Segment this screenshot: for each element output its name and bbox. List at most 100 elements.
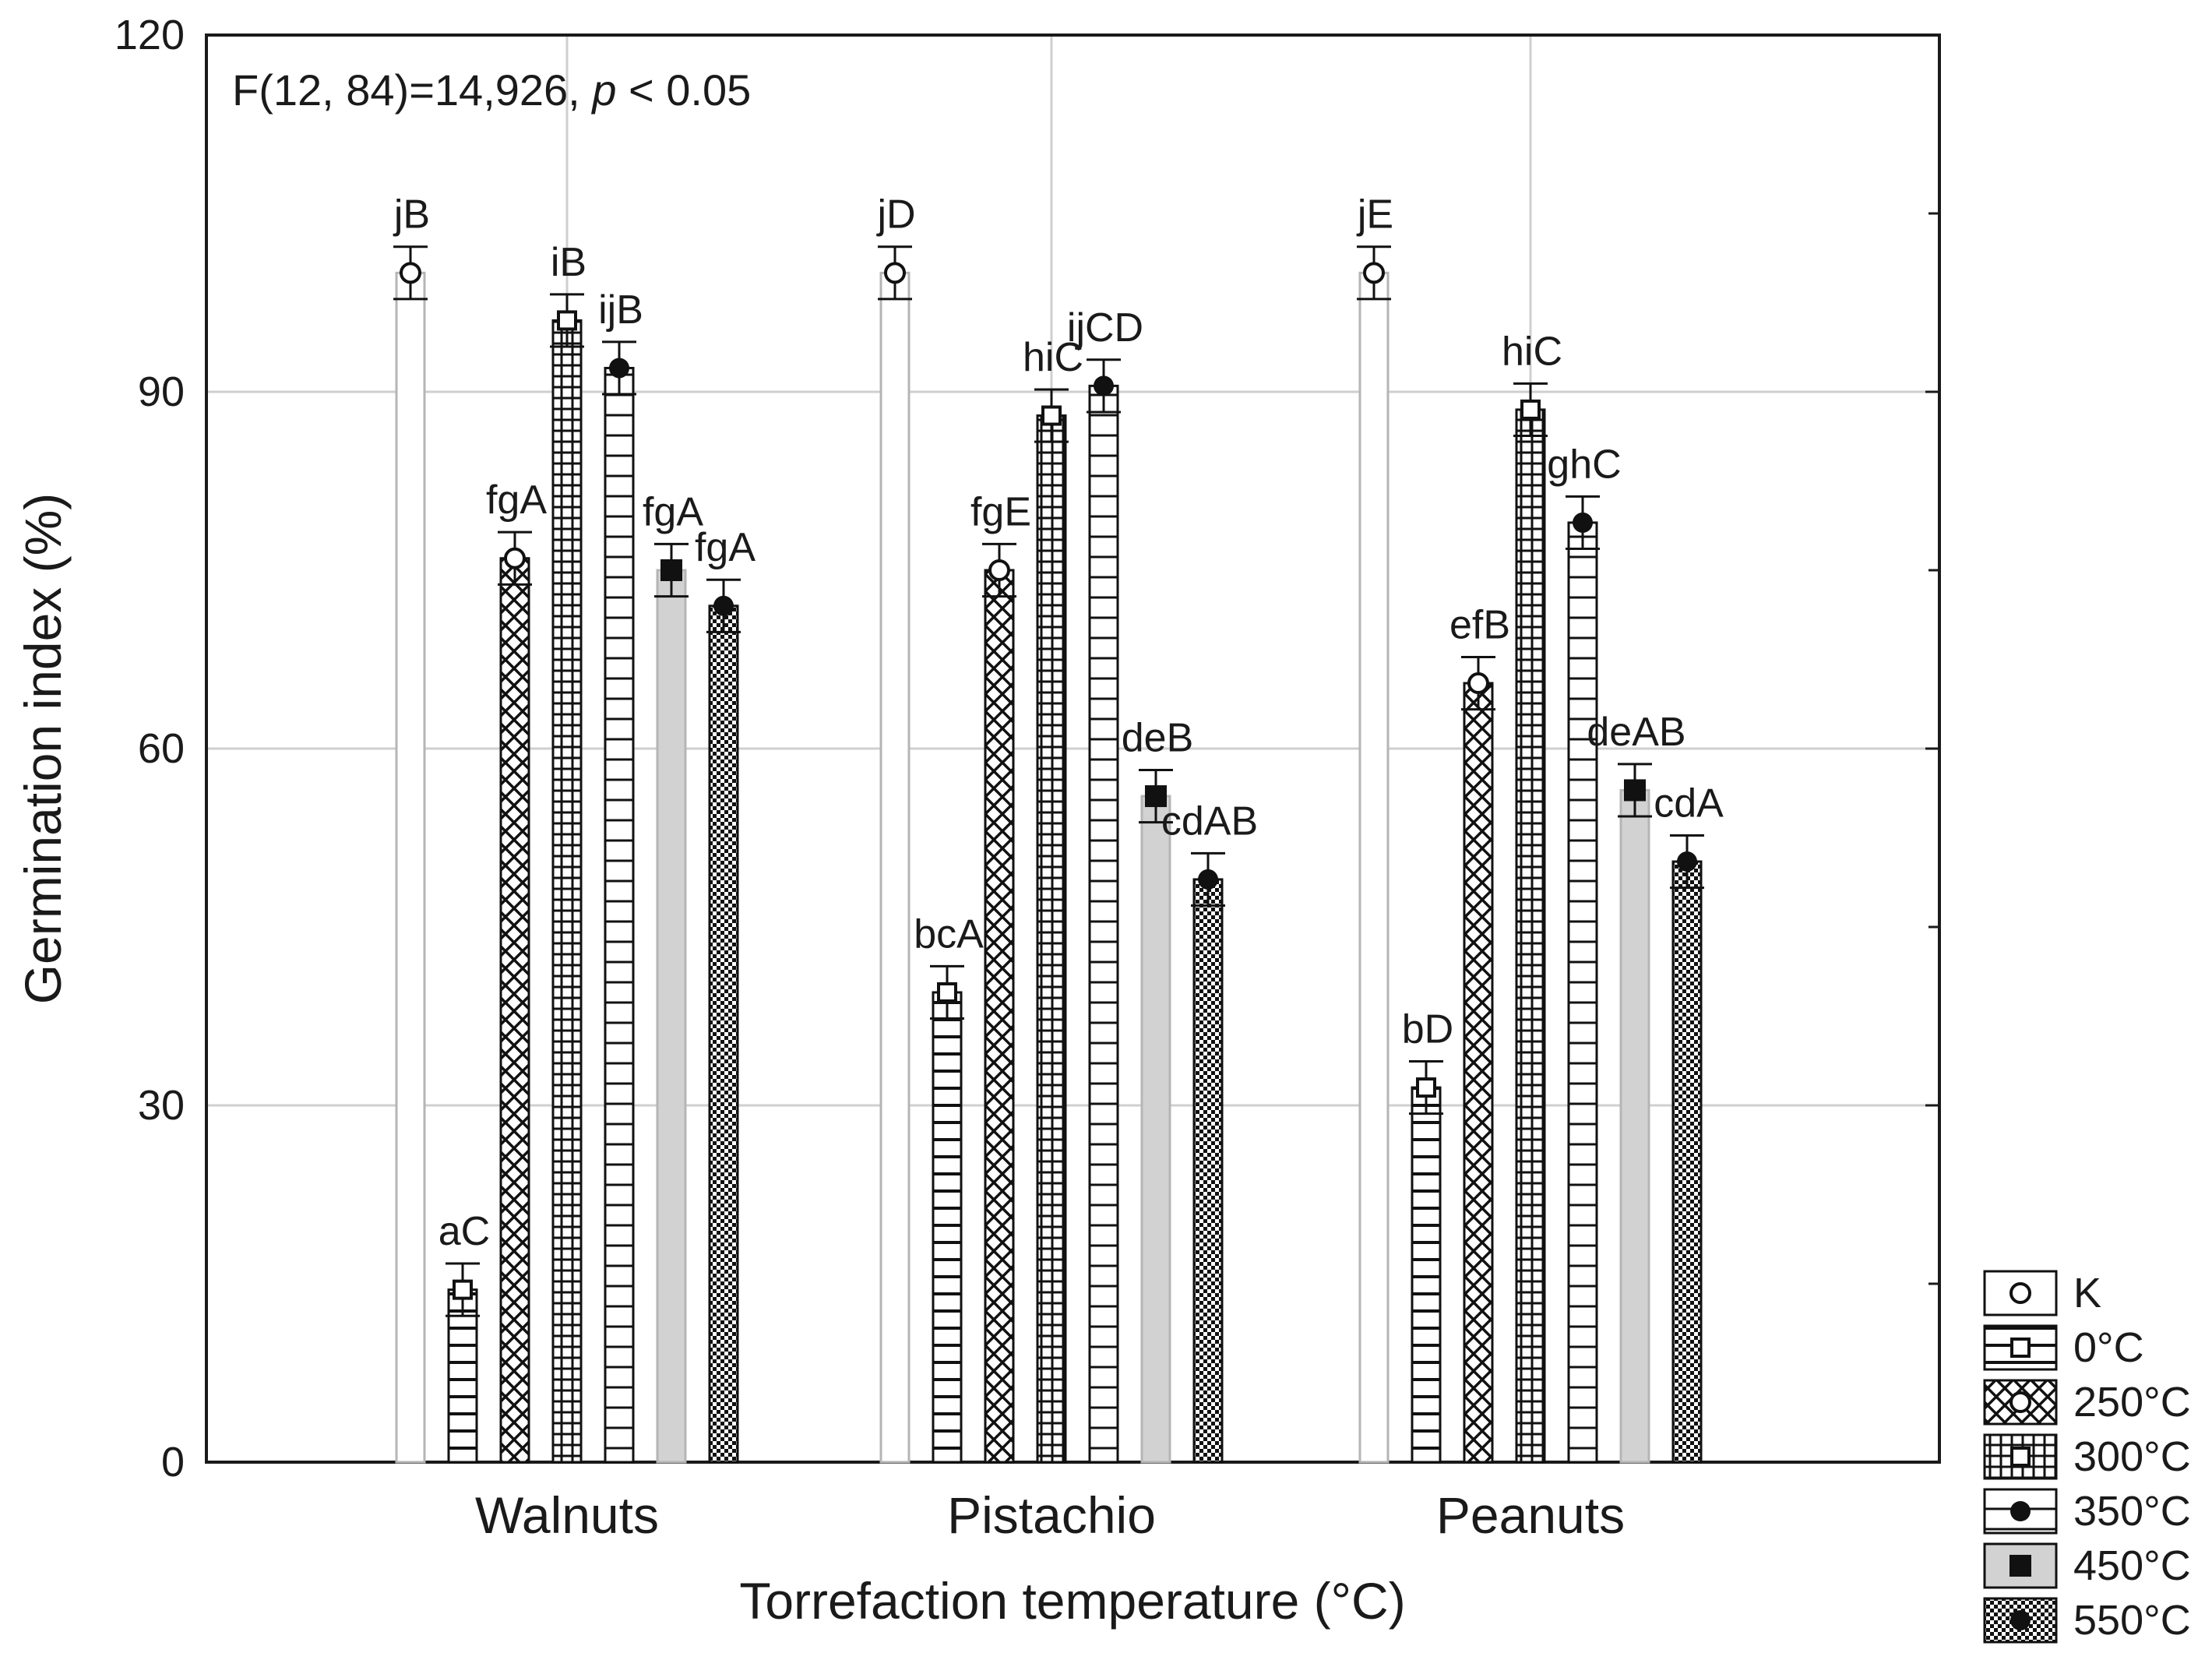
legend-label: 250°C [2073,1379,2191,1426]
legend-swatch [1983,1597,2058,1644]
data-label: bD [1402,1007,1453,1052]
data-label: fgA [643,489,703,534]
mean-marker [1041,405,1062,426]
mean-marker [1145,785,1167,808]
bar [604,366,635,1464]
y-axis-ticks: 0 30 60 90 120 [114,12,1939,1486]
mean-marker [1677,851,1697,872]
bar [984,569,1015,1464]
legend-label: 300°C [2073,1433,2191,1480]
bar [879,271,911,1464]
mean-marker [1467,672,1489,695]
bar [1411,1086,1442,1464]
data-label: hiC [1023,335,1083,380]
legend-label: 350°C [2073,1488,2191,1535]
legend-item: 550°C [1983,1597,2191,1644]
bar [1358,271,1390,1464]
data-label: deAB [1587,710,1685,755]
data-label: bcA [914,911,984,957]
legend-marker [2010,1610,2031,1630]
data-label: fgE [970,489,1031,534]
legend-item: 250°C [1983,1379,2191,1426]
mean-marker [1416,1077,1436,1098]
x-axis-categories: Walnuts Pistachio Peanuts [475,1486,1625,1544]
mean-marker [713,595,734,616]
x-category-label: Walnuts [475,1486,659,1544]
bar [1192,878,1224,1464]
y-tick-label: 0 [161,1439,185,1486]
legend-marker [2009,1555,2031,1577]
mean-marker [1363,262,1385,284]
data-label: ijCD [1067,305,1143,351]
legend-label: 550°C [2073,1597,2191,1644]
data-label: fgA [695,525,756,570]
x-category-label: Peanuts [1436,1486,1625,1544]
legend-item: 450°C [1983,1542,2191,1589]
mean-marker [988,559,1010,581]
mean-marker [660,559,682,581]
bar [932,991,963,1464]
mean-marker [884,262,906,284]
legend: K 0°C 250°C 300°C 350°C 450°C 550°C [1983,1270,2191,1644]
bar [499,557,530,1464]
legend-item: K [1983,1270,2101,1316]
data-label: jE [1356,192,1393,238]
legend-label: K [2073,1270,2101,1316]
mean-marker [609,358,629,379]
data-label: efB [1449,602,1510,647]
legend-marker [2010,1501,2031,1521]
mean-marker [557,310,577,331]
mean-marker [1520,399,1541,420]
y-tick-label: 90 [138,368,185,415]
data-label: aC [439,1209,490,1254]
bar [708,604,739,1464]
legend-marker [2009,1391,2031,1413]
mean-marker [1573,512,1593,533]
y-tick-label: 60 [138,725,185,772]
data-label: cdAB [1161,798,1258,844]
bar [1088,384,1119,1464]
data-label: iB [551,240,586,285]
y-tick-label: 30 [138,1082,185,1129]
y-tick-label: 120 [114,12,185,58]
mean-marker [1094,375,1114,396]
data-label: fgA [486,478,547,523]
data-label: ijB [598,287,643,333]
legend-label: 450°C [2073,1542,2191,1589]
bar [1515,408,1546,1464]
mean-marker [504,547,526,569]
legend-marker [2010,1338,2031,1358]
legend-marker [2009,1282,2031,1304]
bar [656,569,687,1464]
stats-annotation: F(12, 84)=14,926, p < 0.05 [232,65,751,115]
x-category-label: Pistachio [947,1486,1156,1544]
bar [1463,682,1494,1464]
legend-item: 0°C [1983,1324,2144,1371]
data-label: ghC [1547,442,1621,487]
legend-item: 300°C [1983,1433,2191,1480]
legend-swatch [1983,1379,2058,1426]
mean-marker [1624,779,1646,802]
mean-marker [937,982,957,1003]
legend-label: 0°C [2073,1324,2144,1371]
mean-marker [453,1279,473,1300]
data-label: jD [875,192,915,238]
bar [1619,788,1650,1464]
x-axis-label: Torrefaction temperature (°C) [739,1572,1405,1630]
legend-item: 350°C [1983,1488,2191,1535]
legend-marker [2010,1447,2031,1467]
bar [395,271,426,1464]
mean-marker [1198,869,1218,890]
data-label: hiC [1502,329,1562,374]
data-label: cdA [1654,781,1724,826]
bars: jBaCfgAiBijBfgAfgAjDbcAfgEhiCijCDdeBcdAB… [393,192,1724,1464]
y-axis-label: Germination index (%) [14,493,72,1005]
data-label: jB [393,192,430,238]
bar [447,1288,478,1464]
bar [1671,860,1703,1464]
bar [1036,414,1067,1464]
mean-marker [400,262,421,284]
data-label: deB [1122,715,1194,760]
bar [551,319,583,1464]
